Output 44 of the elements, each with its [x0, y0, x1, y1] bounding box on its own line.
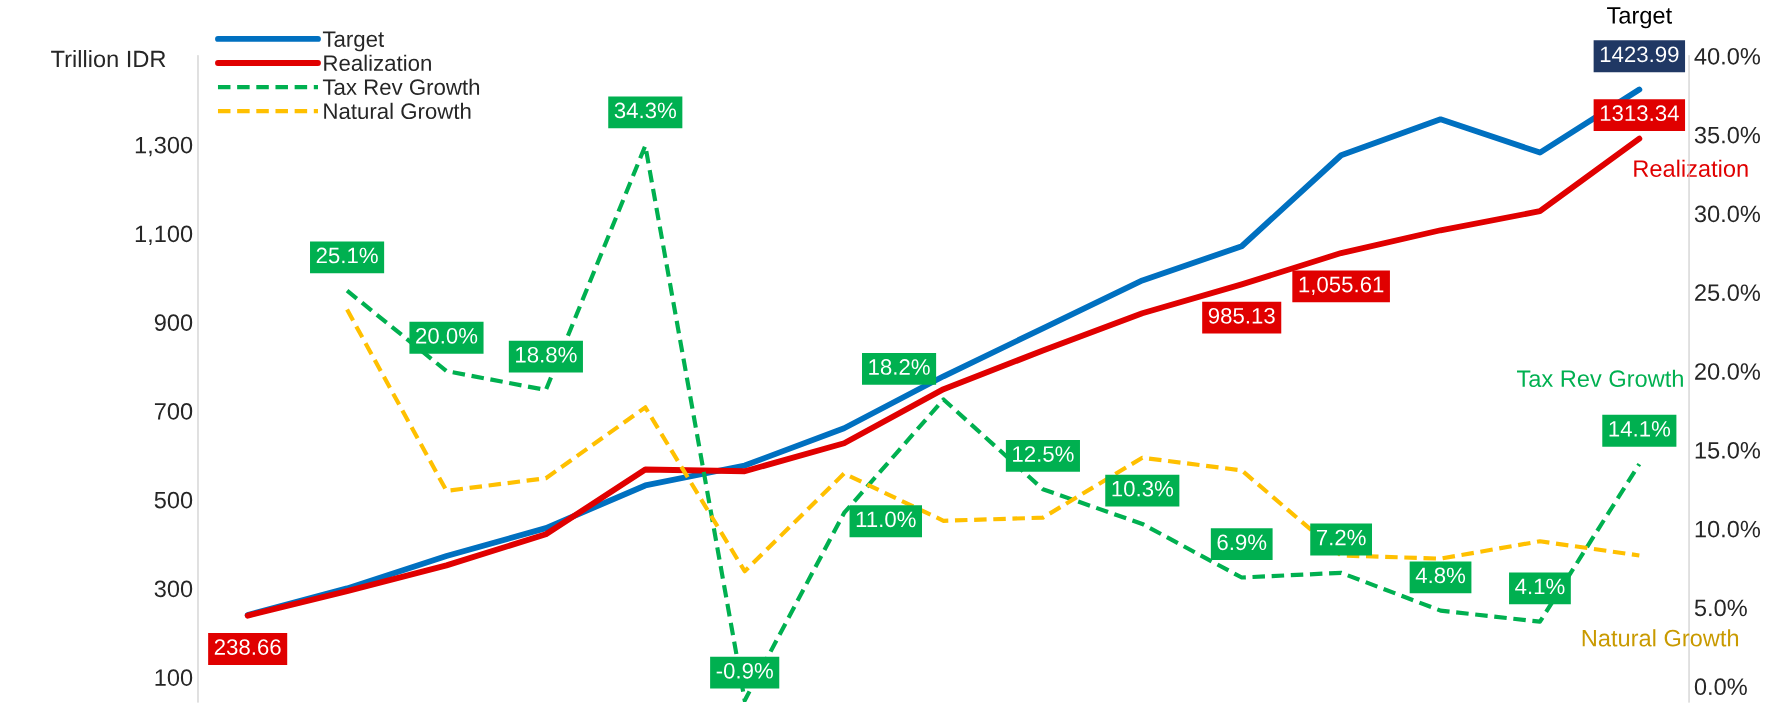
data-label: 14.1% — [1609, 421, 1671, 437]
y-tick-label: 1,100 — [135, 225, 193, 245]
y2-tick-label: 15.0% — [1695, 441, 1761, 459]
data-label: 20.0% — [416, 327, 478, 344]
y2-tick-label: 35.0% — [1694, 126, 1761, 144]
data-label: 1423.99 — [1600, 46, 1679, 63]
data-label: 12.5% — [1013, 446, 1074, 462]
legend-label: Natural Growth — [324, 102, 471, 120]
text: Target — [1607, 7, 1672, 29]
annotation: Realization — [1634, 159, 1748, 177]
data-label: 4.1% — [1515, 578, 1565, 595]
y2-tick-label: 10.0% — [1695, 520, 1761, 538]
y2-tick-label: 30.0% — [1694, 205, 1761, 223]
data-label: 18.2% — [869, 359, 930, 375]
data-label: 4.8% — [1415, 567, 1466, 584]
y-axis-title: Trillion IDR — [51, 50, 166, 68]
data-label: 25.1% — [316, 247, 378, 264]
y-tick-label: 500 — [154, 491, 193, 509]
data-label: 985.13 — [1208, 307, 1275, 324]
data-label: 1,055.61 — [1299, 276, 1384, 295]
data-label: 7.2% — [1316, 529, 1366, 546]
legend-label: Target — [322, 31, 385, 52]
y-tick-label: 1,300 — [135, 136, 193, 157]
y-tick-label: 700 — [154, 402, 193, 420]
y-tick-label: 300 — [154, 580, 193, 598]
y-tick-label: 900 — [154, 314, 193, 331]
y2-tick-label: 20.0% — [1695, 363, 1761, 380]
data-label: 6.9% — [1217, 534, 1267, 551]
data-label: 11.0% — [856, 511, 916, 528]
data-label: 238.66 — [214, 639, 281, 655]
data-label: 10.3% — [1112, 480, 1174, 497]
legend-label: Realization — [324, 54, 431, 71]
data-label: -0.9% — [716, 662, 773, 679]
legend-label: Tax Rev Growth — [322, 78, 480, 96]
y2-tick-label: 5.0% — [1694, 599, 1747, 617]
y2-tick-label: 40.0% — [1694, 47, 1761, 65]
annotation: Natural Growth — [1582, 629, 1739, 647]
y-tick-label: 100 — [155, 669, 193, 686]
y2-tick-label: 25.0% — [1695, 284, 1761, 302]
data-label: 34.3% — [614, 102, 677, 119]
data-label: 1313.34 — [1600, 105, 1679, 122]
data-label: 18.8% — [516, 346, 577, 363]
annotation: Tax Rev Growth — [1517, 369, 1683, 388]
y2-tick-label: 0.0% — [1694, 678, 1747, 696]
